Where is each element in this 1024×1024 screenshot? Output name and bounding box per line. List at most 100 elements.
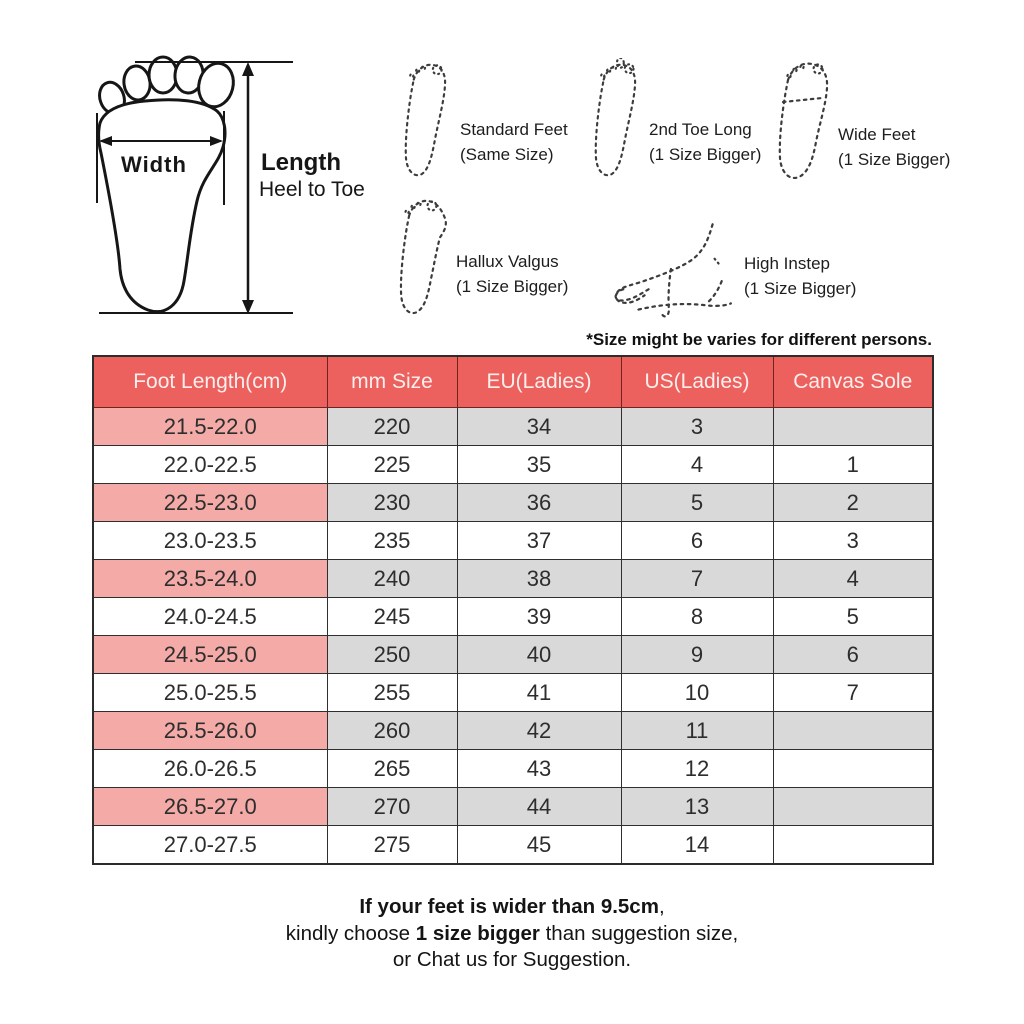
advice-line-2-bold: 1 size bigger	[415, 921, 540, 945]
size-cell: 5	[620, 483, 774, 522]
foot-measure-diagram: Width Length Heel to Toe	[96, 55, 365, 314]
foot-type-note: (1 Size Bigger)	[456, 277, 569, 296]
advice-line-1: If your feet is wider than 9.5cm,	[0, 894, 1024, 921]
foot-type-note: (1 Size Bigger)	[838, 150, 951, 169]
foot-type-name: 2nd Toe Long	[649, 120, 752, 139]
size-cell: 35	[456, 445, 622, 484]
size-row: 24.0-24.5 245 39 8 5	[92, 597, 934, 636]
advice-line-1-bold: If your feet is wider than 9.5cm	[359, 895, 659, 918]
foot-type-note: (Same Size)	[460, 145, 554, 164]
size-cell: 3	[772, 521, 934, 560]
size-row: 26.5-27.0 270 44 13	[92, 787, 934, 826]
size-cell: 7	[620, 559, 774, 598]
size-cell: 7	[772, 673, 934, 712]
size-cell: 27.0-27.5	[92, 825, 328, 865]
size-cell: 12	[620, 749, 774, 788]
length-label: Length	[261, 149, 341, 176]
foot-type-note: (1 Size Bigger)	[649, 145, 762, 164]
size-row: 25.5-26.0 260 42 11	[92, 711, 934, 750]
foot-type-label-2nd-toe: 2nd Toe Long (1 Size Bigger)	[649, 117, 761, 167]
size-cell: 38	[456, 559, 622, 598]
foot-outline	[97, 98, 227, 313]
hallux-valgus-foot-icon	[399, 199, 447, 315]
size-cell	[772, 825, 934, 865]
size-cell: 36	[456, 483, 622, 522]
size-cell	[772, 749, 934, 788]
size-cell: 265	[326, 749, 458, 788]
high-instep-foot-icon	[614, 223, 732, 318]
size-cell: 22.0-22.5	[92, 445, 328, 484]
advice-line-2-end: than suggestion size,	[539, 921, 739, 945]
size-cell: 42	[456, 711, 622, 750]
size-cell: 45	[456, 825, 622, 865]
advice-line-2: kindly choose 1 size bigger than suggest…	[0, 921, 1024, 948]
size-row: 27.0-27.5 275 45 14	[92, 825, 934, 865]
size-cell: 21.5-22.0	[92, 407, 328, 446]
size-cell: 44	[456, 787, 622, 826]
col-header-us-ladies: US(Ladies)	[620, 355, 774, 408]
size-chart-table: Foot Length(cm) mm Size EU(Ladies) US(La…	[92, 355, 934, 865]
size-cell: 275	[326, 825, 458, 865]
size-cell: 3	[620, 407, 774, 446]
foot-type-name: High Instep	[744, 254, 830, 273]
size-cell: 230	[326, 483, 458, 522]
size-row: 22.0-22.5 225 35 4 1	[92, 445, 934, 484]
size-cell: 23.0-23.5	[92, 521, 328, 560]
size-cell: 41	[456, 673, 622, 712]
size-cell: 235	[326, 521, 458, 560]
size-row: 23.0-23.5 235 37 6 3	[92, 521, 934, 560]
size-cell: 26.5-27.0	[92, 787, 328, 826]
width-advice-text: If your feet is wider than 9.5cm, kindly…	[0, 894, 1024, 974]
col-header-canvas-sole: Canvas Sole	[772, 355, 934, 408]
size-cell: 6	[620, 521, 774, 560]
foot-type-label-instep: High Instep (1 Size Bigger)	[744, 251, 856, 301]
foot-type-label-standard: Standard Feet (Same Size)	[460, 117, 568, 167]
width-label: Width	[121, 152, 187, 177]
size-row: 25.0-25.5 255 41 10 7	[92, 673, 934, 712]
size-cell: 1	[772, 445, 934, 484]
size-cell: 10	[620, 673, 774, 712]
wide-foot-icon	[778, 62, 829, 180]
size-cell: 14	[620, 825, 774, 865]
size-cell: 4	[772, 559, 934, 598]
size-cell	[772, 711, 934, 750]
size-cell: 5	[772, 597, 934, 636]
size-cell: 43	[456, 749, 622, 788]
size-cell: 25.0-25.5	[92, 673, 328, 712]
size-variance-note: *Size might be varies for different pers…	[586, 330, 932, 349]
size-row: 21.5-22.0 220 34 3	[92, 407, 934, 446]
advice-line-3: or Chat us for Suggestion.	[392, 948, 632, 971]
size-cell: 2	[772, 483, 934, 522]
size-cell: 40	[456, 635, 622, 674]
advice-line-1-tail: ,	[658, 895, 665, 918]
foot-type-label-hallux: Hallux Valgus (1 Size Bigger)	[456, 249, 568, 299]
size-cell: 270	[326, 787, 458, 826]
foot-type-label-wide: Wide Feet (1 Size Bigger)	[838, 122, 950, 172]
col-header-mm-size: mm Size	[326, 355, 458, 408]
second-toe-long-foot-icon	[594, 58, 637, 177]
size-cell: 25.5-26.0	[92, 711, 328, 750]
size-cell: 24.0-24.5	[92, 597, 328, 636]
size-cell: 34	[456, 407, 622, 446]
foot-type-note: (1 Size Bigger)	[744, 279, 857, 298]
size-cell: 220	[326, 407, 458, 446]
size-cell: 22.5-23.0	[92, 483, 328, 522]
size-row: 26.0-26.5 265 43 12	[92, 749, 934, 788]
size-cell: 23.5-24.0	[92, 559, 328, 598]
size-cell: 8	[620, 597, 774, 636]
size-row: 23.5-24.0 240 38 7 4	[92, 559, 934, 598]
size-cell: 39	[456, 597, 622, 636]
size-cell: 245	[326, 597, 458, 636]
size-row: 24.5-25.0 250 40 9 6	[92, 635, 934, 674]
foot-type-name: Standard Feet	[460, 120, 568, 139]
size-cell: 6	[772, 635, 934, 674]
table-header-row: Foot Length(cm) mm Size EU(Ladies) US(La…	[92, 355, 934, 408]
size-cell: 37	[456, 521, 622, 560]
size-cell: 225	[326, 445, 458, 484]
col-header-eu-ladies: EU(Ladies)	[456, 355, 622, 408]
col-header-foot-length: Foot Length(cm)	[92, 355, 328, 408]
foot-type-name: Hallux Valgus	[456, 252, 559, 271]
size-cell: 26.0-26.5	[92, 749, 328, 788]
standard-foot-icon	[404, 63, 447, 177]
